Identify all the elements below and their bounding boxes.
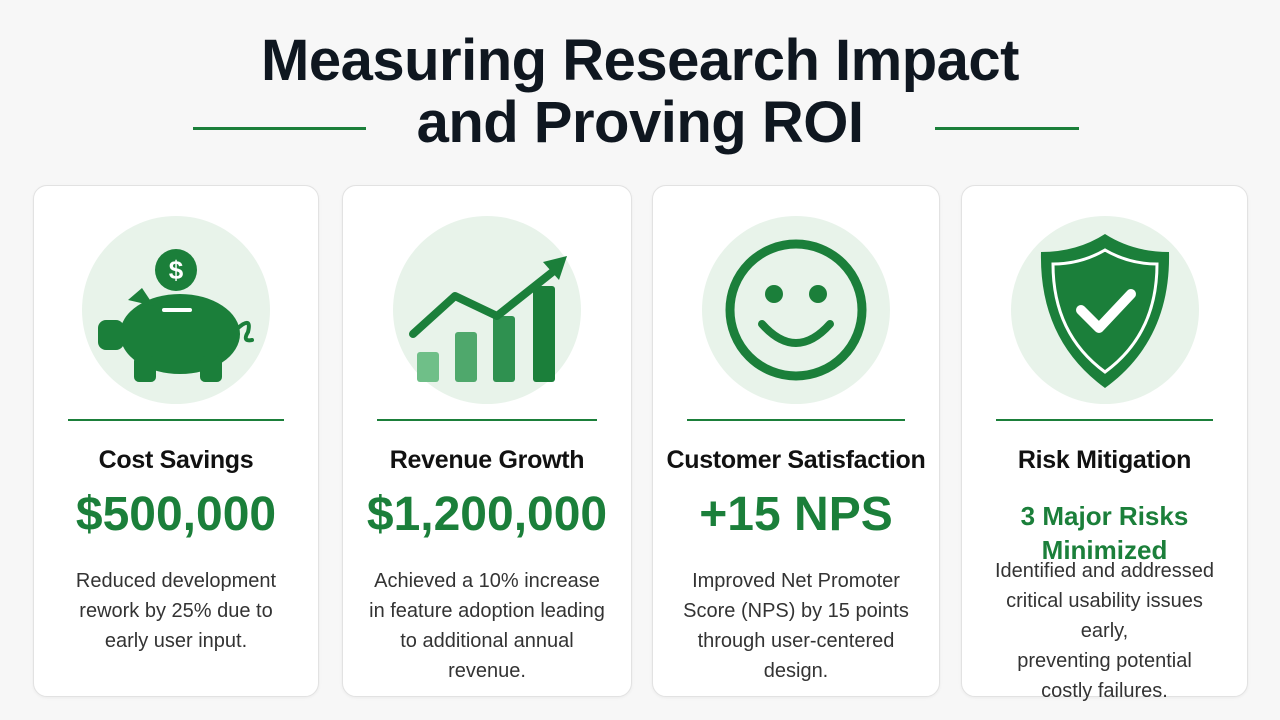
card-description: Identified and addressed critical usabil… <box>980 556 1229 706</box>
title-line-1: Measuring Research Impact <box>261 28 1019 93</box>
card-divider <box>68 419 284 421</box>
description-line: costly failures. <box>1041 680 1168 702</box>
page-title: Measuring Research Impact and Proving RO… <box>0 30 1280 154</box>
card-cost-savings: $ Cost Savings $500,00 <box>33 185 319 697</box>
title-accent-line-left <box>193 127 366 130</box>
svg-text:$: $ <box>169 255 184 285</box>
card-metric: 3 Major Risks Minimized <box>1020 501 1189 565</box>
icon-circle <box>393 216 581 404</box>
icon-circle <box>1010 216 1199 404</box>
description-line: to additional annual revenue. <box>400 630 574 682</box>
header: Measuring Research Impact and Proving RO… <box>0 20 1280 170</box>
card-description: Reduced development rework by 25% due to… <box>52 566 300 656</box>
description-line: in feature adoption leading <box>369 600 605 622</box>
description-line: preventing potential <box>1017 650 1192 672</box>
card-heading: Revenue Growth <box>389 446 585 474</box>
card-customer-satisfaction: Customer Satisfaction +15 NPS Improved N… <box>652 185 940 697</box>
card-metric: $1,200,000 <box>366 488 608 541</box>
card-divider <box>996 419 1213 421</box>
card-revenue-growth: Revenue Growth $1,200,000 Achieved a 10%… <box>342 185 632 697</box>
card-risk-mitigation: Risk Mitigation 3 Major Risks Minimized … <box>961 185 1248 702</box>
description-line: Score (NPS) by 15 points <box>683 600 909 622</box>
card-metric: $500,000 <box>75 488 277 541</box>
card-heading: Cost Savings <box>98 446 254 474</box>
growth-chart-icon <box>409 256 567 382</box>
title-accent-line-right <box>935 127 1079 130</box>
card-description: Achieved a 10% increase in feature adopt… <box>361 566 613 686</box>
description-line: rework by 25% due to <box>79 600 273 622</box>
description-line: Identified and addressed <box>994 560 1215 582</box>
description-line: Improved Net Promoter <box>692 570 900 592</box>
description-line: Achieved a 10% increase <box>374 570 600 592</box>
description-line: Reduced development <box>75 570 277 592</box>
description-line: critical usability issues early, <box>1006 590 1203 642</box>
icon-circle: $ <box>82 216 270 404</box>
icon-circle <box>702 216 890 404</box>
card-divider <box>377 419 597 421</box>
piggy-bank-icon: $ <box>98 249 254 382</box>
smiley-face-icon <box>725 239 867 381</box>
card-divider <box>687 419 905 421</box>
shield-check-icon <box>1040 234 1169 388</box>
card-metric: +15 NPS <box>699 488 893 541</box>
description-line: through user-centered design. <box>697 630 895 682</box>
description-line: early user input. <box>104 630 248 652</box>
title-line-2: and Proving ROI <box>416 90 864 155</box>
card-description: Improved Net Promoter Score (NPS) by 15 … <box>671 566 921 686</box>
card-heading: Risk Mitigation <box>1017 446 1192 474</box>
card-heading: Customer Satisfaction <box>666 446 926 474</box>
metrics-cards: $ Cost Savings $500,00 <box>33 185 1248 702</box>
